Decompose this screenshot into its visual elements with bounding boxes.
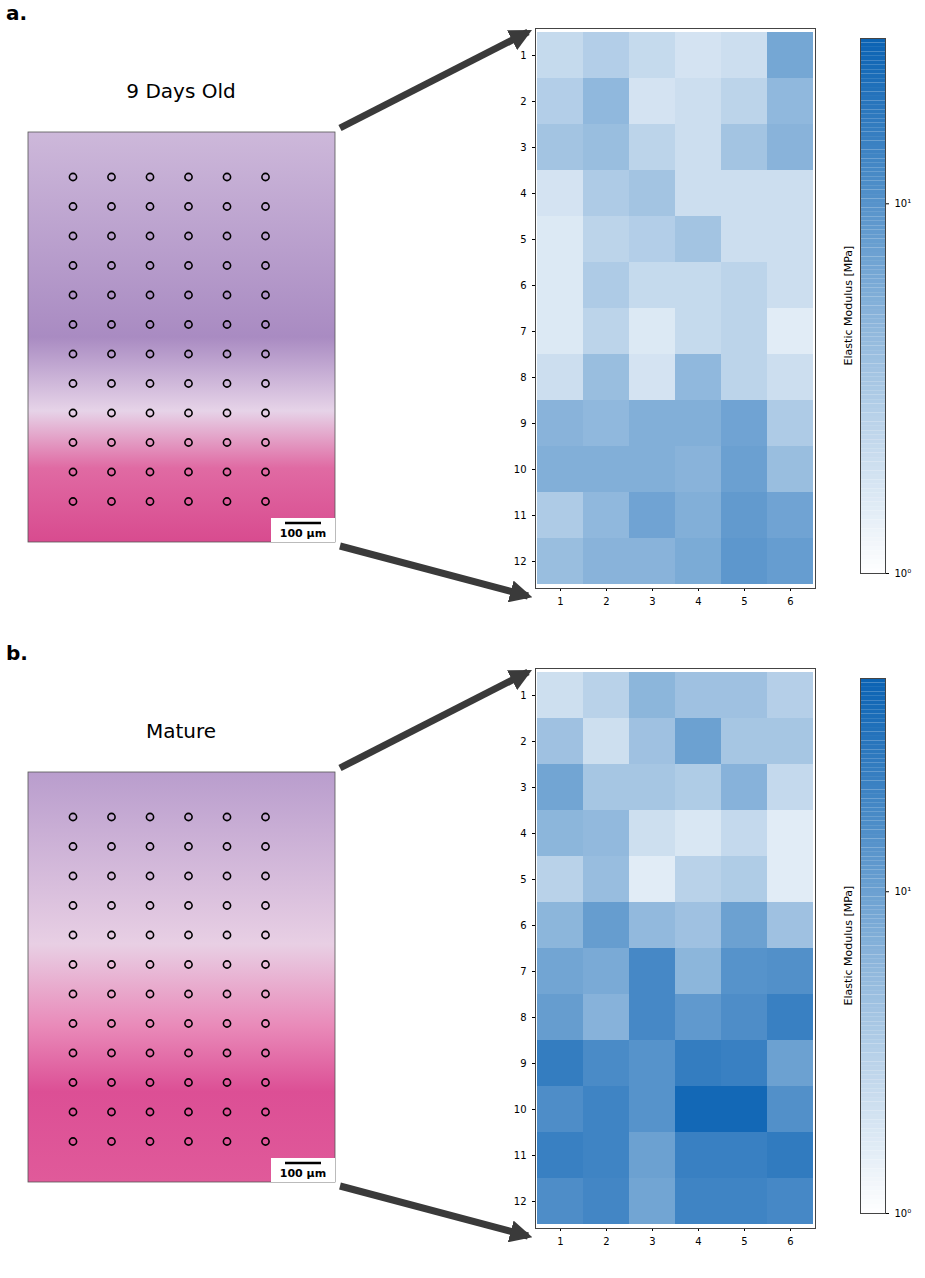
svg-text:2: 2 (520, 736, 526, 747)
svg-text:11: 11 (514, 510, 527, 521)
svg-text:100 µm: 100 µm (280, 527, 326, 540)
svg-text:1: 1 (557, 596, 563, 607)
svg-text:Mature: Mature (146, 719, 216, 743)
svg-text:5: 5 (741, 596, 747, 607)
svg-text:3: 3 (520, 782, 526, 793)
svg-text:1: 1 (520, 50, 526, 61)
svg-text:2: 2 (603, 1236, 609, 1247)
svg-text:11: 11 (514, 1150, 527, 1161)
svg-text:12: 12 (514, 556, 527, 567)
svg-text:10: 10 (514, 1104, 527, 1115)
svg-text:6: 6 (520, 920, 526, 931)
svg-text:4: 4 (695, 596, 701, 607)
svg-text:6: 6 (787, 1236, 793, 1247)
svg-text:10¹: 10¹ (895, 198, 912, 209)
svg-text:5: 5 (520, 874, 526, 885)
svg-text:7: 7 (520, 326, 526, 337)
svg-text:9: 9 (520, 1058, 526, 1069)
svg-text:Elastic Modulus [MPa]: Elastic Modulus [MPa] (842, 246, 855, 366)
svg-text:2: 2 (520, 96, 526, 107)
svg-text:4: 4 (520, 828, 526, 839)
svg-text:8: 8 (520, 1012, 526, 1023)
svg-text:10⁰: 10⁰ (895, 568, 912, 579)
svg-text:6: 6 (787, 596, 793, 607)
svg-text:Elastic Modulus [MPa]: Elastic Modulus [MPa] (842, 886, 855, 1006)
svg-text:9 Days Old: 9 Days Old (126, 79, 235, 103)
svg-text:4: 4 (520, 188, 526, 199)
svg-text:3: 3 (520, 142, 526, 153)
svg-text:5: 5 (520, 234, 526, 245)
svg-text:12: 12 (514, 1196, 527, 1207)
svg-text:7: 7 (520, 966, 526, 977)
svg-text:1: 1 (520, 690, 526, 701)
svg-text:b.: b. (6, 641, 28, 665)
svg-text:9: 9 (520, 418, 526, 429)
svg-text:6: 6 (520, 280, 526, 291)
svg-text:10¹: 10¹ (895, 886, 912, 897)
svg-text:10: 10 (514, 464, 527, 475)
svg-text:2: 2 (603, 596, 609, 607)
svg-text:8: 8 (520, 372, 526, 383)
svg-text:a.: a. (6, 1, 27, 25)
svg-text:1: 1 (557, 1236, 563, 1247)
svg-text:100 µm: 100 µm (280, 1167, 326, 1180)
svg-text:3: 3 (649, 1236, 655, 1247)
svg-text:5: 5 (741, 1236, 747, 1247)
svg-text:3: 3 (649, 596, 655, 607)
svg-text:10⁰: 10⁰ (895, 1208, 912, 1219)
svg-text:4: 4 (695, 1236, 701, 1247)
